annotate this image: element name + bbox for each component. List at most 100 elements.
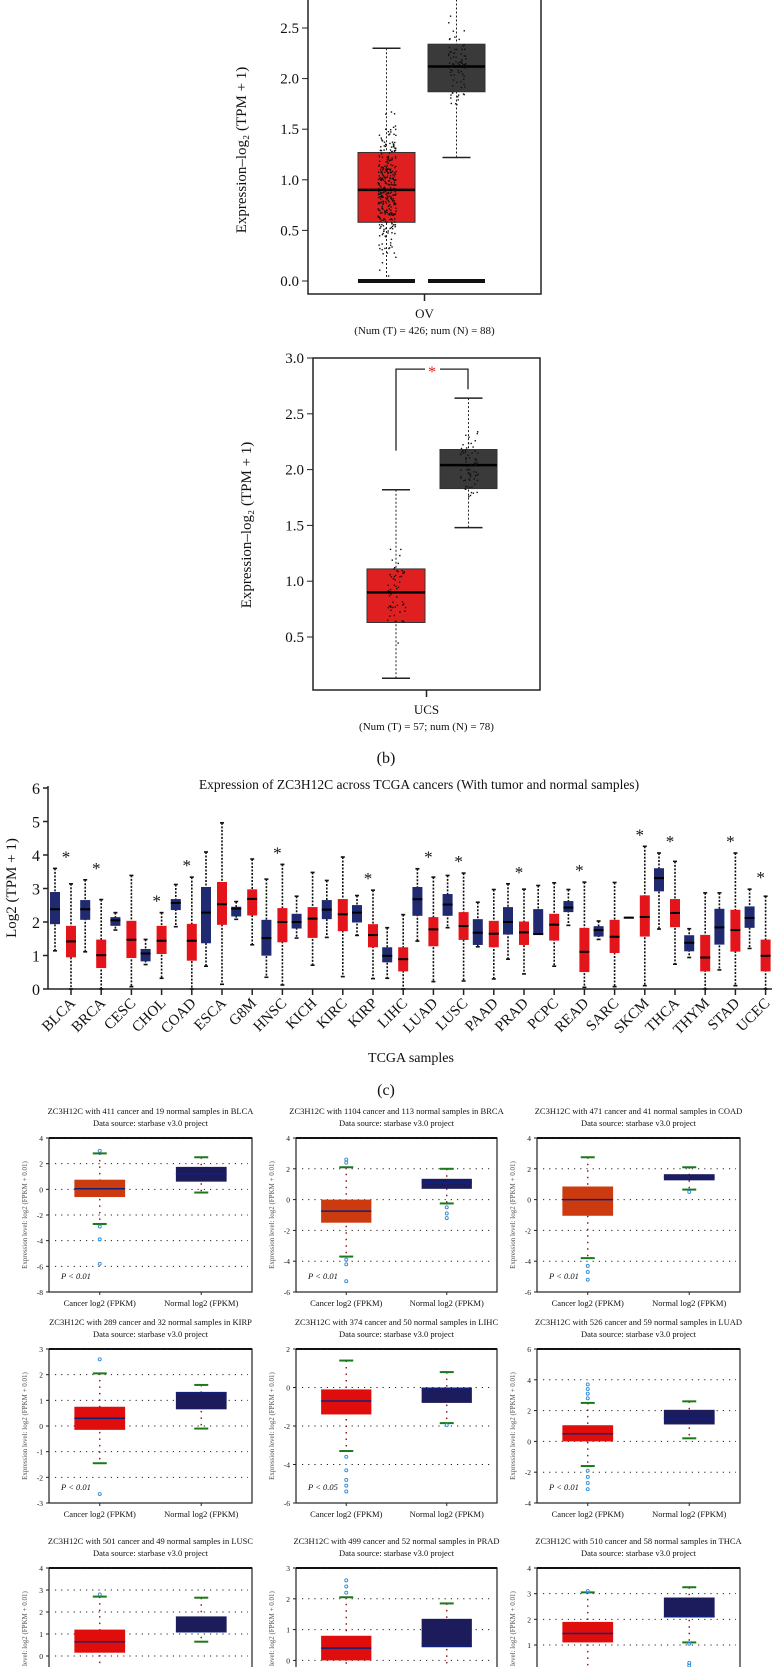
- jitter-point: [393, 224, 395, 226]
- jitter-point: [392, 187, 395, 190]
- jitter-point: [381, 178, 383, 180]
- jitter-point: [386, 194, 388, 197]
- jitter-point: [382, 200, 384, 202]
- y-tick-label: 2: [286, 1345, 290, 1354]
- jitter-point: [394, 173, 396, 175]
- outlier-point: [585, 1468, 590, 1473]
- jitter-point: [451, 85, 454, 87]
- jitter-point: [381, 203, 384, 206]
- cancer-box: [562, 1621, 614, 1643]
- jitter-point: [384, 211, 386, 213]
- jitter-point: [457, 69, 459, 72]
- normal-box: [201, 886, 211, 944]
- jitter-point: [392, 214, 394, 216]
- jitter-point: [389, 615, 391, 617]
- normal-box: [175, 1616, 227, 1632]
- jitter-point: [391, 232, 393, 234]
- outlier-point: [97, 1261, 102, 1266]
- jitter-point: [457, 62, 459, 64]
- jitter-point: [380, 192, 383, 195]
- jitter-point: [393, 203, 396, 206]
- jitter-point: [391, 219, 393, 221]
- jitter-point: [394, 226, 396, 228]
- y-tick-label: 3: [527, 1590, 531, 1599]
- plot-frame: [312, 357, 541, 691]
- jitter-point: [400, 548, 402, 551]
- jitter-point: [386, 209, 388, 211]
- jitter-point: [397, 562, 399, 565]
- jitter-point: [394, 224, 397, 226]
- jitter-point: [383, 230, 385, 233]
- jitter-point: [394, 125, 397, 127]
- jitter-point: [464, 86, 466, 88]
- jitter-point: [382, 232, 384, 235]
- jitter-point: [378, 134, 381, 136]
- jitter-point: [468, 473, 470, 475]
- x-tick-label: PRAD: [492, 995, 532, 1035]
- jitter-point: [381, 249, 383, 251]
- jitter-point: [450, 97, 452, 99]
- tumor-box: [96, 939, 107, 969]
- jitter-point: [468, 478, 470, 480]
- jitter-point: [379, 227, 381, 230]
- jitter-point: [395, 193, 397, 195]
- jitter-point: [377, 196, 380, 199]
- jitter-point: [378, 164, 381, 166]
- x-tick-label: PAAD: [462, 995, 501, 1034]
- jitter-point: [389, 574, 391, 576]
- jitter-point: [381, 223, 383, 226]
- panel-subtitle: Data source: starbase v3.0 project: [339, 1329, 455, 1339]
- jitter-point: [377, 182, 379, 184]
- jitter-point: [448, 62, 451, 64]
- jitter-point: [448, 46, 451, 49]
- panel-subtitle: Data source: starbase v3.0 project: [93, 1548, 209, 1558]
- jitter-point: [452, 52, 455, 54]
- jitter-point: [396, 570, 398, 572]
- jitter-point: [456, 81, 458, 84]
- jitter-point: [385, 193, 387, 195]
- jitter-point: [379, 184, 381, 187]
- jitter-point: [380, 195, 382, 198]
- y-tick-label: 0: [32, 982, 40, 999]
- jitter-point: [391, 214, 393, 216]
- jitter-point: [382, 202, 385, 205]
- outlier-point: [344, 1584, 349, 1589]
- jitter-point: [450, 50, 452, 53]
- y-tick-label: 3: [39, 1586, 43, 1595]
- jitter-point: [458, 38, 460, 41]
- jitter-point: [386, 164, 388, 167]
- jitter-point: [394, 147, 396, 149]
- jitter-point: [379, 176, 382, 179]
- jitter-point: [377, 178, 380, 180]
- jitter-point: [477, 473, 479, 476]
- jitter-point: [381, 156, 384, 158]
- y-tick-label: -2: [37, 1473, 43, 1482]
- outlier-point: [585, 1391, 590, 1396]
- jitter-point: [387, 205, 389, 208]
- jitter-point: [381, 262, 384, 264]
- jitter-point: [453, 74, 455, 76]
- jitter-point: [378, 235, 381, 237]
- jitter-point: [383, 189, 385, 191]
- jitter-point: [469, 479, 471, 481]
- jitter-point: [378, 216, 381, 219]
- jitter-point: [457, 99, 459, 101]
- jitter-point: [384, 171, 386, 173]
- jitter-point: [404, 606, 407, 609]
- x-category-label: Cancer log2 (FPKM): [64, 1509, 136, 1519]
- y-tick-label: -2: [525, 1226, 531, 1235]
- jitter-point: [379, 247, 381, 250]
- jitter-point: [389, 192, 391, 195]
- outlier-point: [585, 1589, 590, 1594]
- jitter-point: [452, 79, 455, 81]
- jitter-point: [460, 53, 462, 55]
- jitter-point: [450, 69, 452, 71]
- outlier-point: [444, 1205, 449, 1210]
- y-tick-label: 2: [39, 1608, 43, 1617]
- jitter-point: [389, 227, 391, 230]
- jitter-point: [387, 584, 389, 587]
- jitter-point: [475, 464, 477, 466]
- jitter-point: [465, 488, 467, 490]
- y-axis-label: Expression level: log2 (FPKM + 0.01): [509, 1590, 517, 1667]
- jitter-point: [465, 62, 467, 65]
